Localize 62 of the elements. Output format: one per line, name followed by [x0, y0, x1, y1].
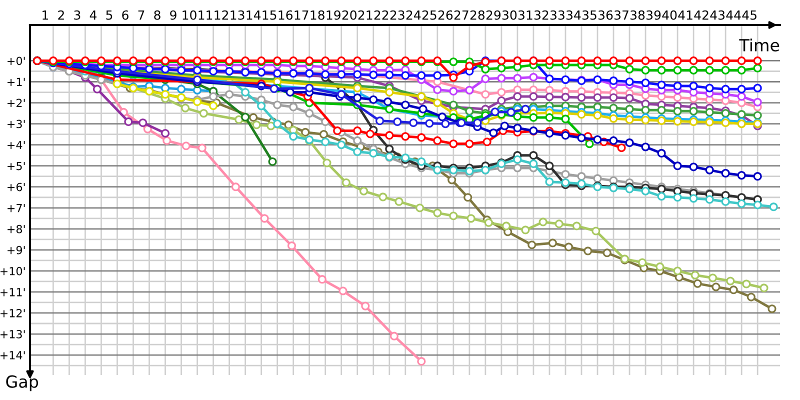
x-tick-label: 14 [246, 10, 261, 20]
y-tick-label: +6' [8, 182, 25, 192]
y-tick-label: +12' [0, 308, 25, 318]
x-tick-label: 34 [566, 10, 581, 20]
x-tick-label: 35 [582, 10, 596, 20]
y-tick-label: +7' [8, 204, 25, 212]
x-tick-label: 15 [262, 10, 276, 20]
y-tick-label: +9' [8, 246, 25, 254]
x-tick-label: 27 [454, 10, 468, 20]
x-axis-title: Time [739, 38, 780, 52]
x-tick-label: 18 [310, 10, 324, 20]
x-tick-label: 26 [438, 10, 453, 20]
x-tick-label: 43 [710, 10, 725, 20]
y-tick-label: +3' [8, 120, 25, 128]
x-tick-label: 17 [294, 10, 308, 20]
x-tick-label: 44 [726, 10, 741, 20]
x-tick-label: 21 [358, 10, 372, 20]
y-tick-label: +8' [8, 224, 25, 234]
x-tick-label: 3 [74, 10, 80, 20]
y-tick-label: +2' [8, 98, 25, 107]
x-tick-label: 38 [630, 10, 645, 20]
y-tick-label: +14' [0, 351, 25, 360]
y-tick-label: +4' [8, 140, 25, 150]
x-tick-label: 28 [470, 10, 485, 20]
x-tick-label: 23 [390, 10, 404, 20]
x-tick-label: 9 [170, 10, 176, 20]
y-tick-label: +10' [0, 266, 25, 276]
x-tick-label: 1 [42, 10, 48, 20]
x-tick-label: 8 [154, 10, 160, 20]
y-tick-label: +5' [8, 162, 25, 170]
x-tick-label: 13 [230, 10, 244, 20]
x-tick-label: 40 [662, 10, 677, 20]
x-tick-label: 36 [598, 10, 613, 20]
x-tick-label: 10 [182, 10, 196, 20]
x-tick-label: 42 [694, 10, 708, 20]
x-tick-label: 37 [614, 10, 628, 20]
x-tick-label: 2 [58, 10, 64, 20]
x-tick-label: 19 [326, 10, 340, 20]
x-tick-label: 25 [422, 10, 436, 20]
x-tick-label: 6 [122, 10, 128, 20]
x-tick-label: 41 [678, 10, 692, 20]
x-tick-label: 29 [486, 10, 501, 20]
y-tick-label: +0' [8, 56, 25, 66]
x-tick-label: 4 [90, 10, 97, 20]
y-tick-label: +13' [0, 330, 25, 338]
x-tick-label: 39 [646, 10, 661, 20]
x-tick-label: 12 [214, 10, 228, 20]
x-tick-label: 32 [534, 10, 548, 20]
x-tick-label: 30 [502, 10, 517, 20]
x-tick-label: 16 [278, 10, 292, 20]
x-tick-label: 33 [550, 10, 564, 20]
x-tick-label: 20 [342, 10, 356, 20]
y-tick-label: +1' [8, 78, 25, 86]
x-tick-label: 22 [374, 10, 388, 20]
x-tick-label: 45 [742, 10, 756, 20]
x-tick-label: 24 [406, 10, 421, 20]
x-tick-label: 5 [106, 10, 112, 20]
x-tick-label: 7 [138, 10, 144, 20]
x-tick-label: 11 [198, 10, 212, 20]
y-axis-title: Gap [6, 375, 38, 392]
x-tick-label: 31 [518, 10, 532, 20]
y-tick-label: +11' [0, 288, 25, 296]
